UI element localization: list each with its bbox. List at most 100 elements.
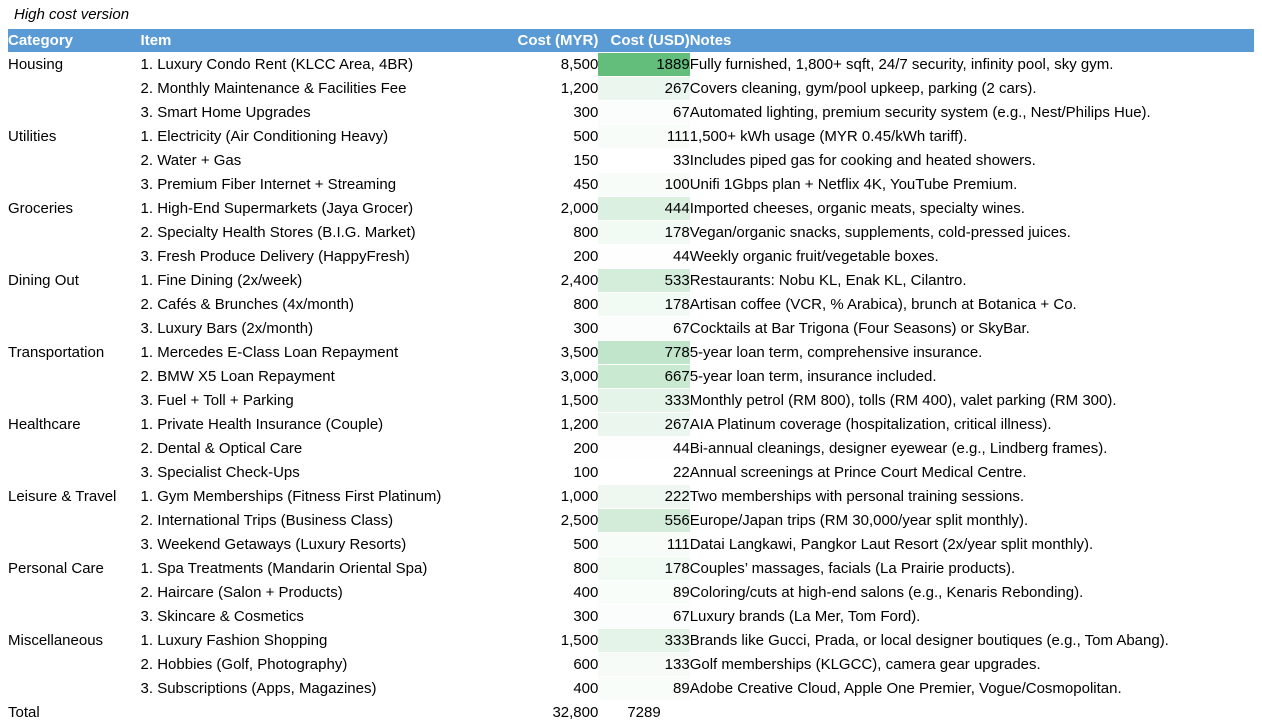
cell-category[interactable]	[8, 532, 141, 557]
sheet-title[interactable]: High cost version	[14, 6, 130, 23]
cell-category[interactable]	[8, 148, 141, 173]
cell-notes[interactable]: Imported cheeses, organic meats, special…	[689, 196, 1254, 221]
cell-cost-myr[interactable]: 1,200	[481, 76, 599, 101]
cell-cost-usd[interactable]: 111	[598, 124, 690, 149]
cell-item[interactable]: 2. Cafés & Brunches (4x/month)	[140, 292, 482, 317]
cell-notes[interactable]: Includes piped gas for cooking and heate…	[689, 148, 1254, 173]
cell-category[interactable]	[8, 676, 141, 701]
header-cost-usd[interactable]: Cost (USD)	[598, 29, 690, 53]
cell-category[interactable]	[8, 76, 141, 101]
cell-cost-usd[interactable]: 67	[598, 604, 690, 629]
cell-cost-myr[interactable]: 8,500	[481, 52, 599, 77]
cell-category[interactable]	[8, 460, 141, 485]
cell-item[interactable]: 3. Premium Fiber Internet + Streaming	[140, 172, 482, 197]
cell-cost-myr[interactable]: 100	[481, 460, 599, 485]
cell-category[interactable]: Dining Out	[8, 268, 141, 293]
cell-cost-usd[interactable]: 778	[598, 340, 690, 365]
cell-item[interactable]: 2. Specialty Health Stores (B.I.G. Marke…	[140, 220, 482, 245]
cell-item[interactable]: 1. Private Health Insurance (Couple)	[140, 412, 482, 437]
cell-cost-usd[interactable]: 67	[598, 100, 690, 125]
cell-item[interactable]: 3. Smart Home Upgrades	[140, 100, 482, 125]
cell-cost-usd[interactable]: 111	[598, 532, 690, 557]
cell-item[interactable]: 3. Weekend Getaways (Luxury Resorts)	[140, 532, 482, 557]
cell-notes[interactable]: Bi-annual cleanings, designer eyewear (e…	[689, 436, 1254, 461]
cell-item[interactable]: 2. Dental & Optical Care	[140, 436, 482, 461]
cell-notes[interactable]: Monthly petrol (RM 800), tolls (RM 400),…	[689, 388, 1254, 413]
header-item[interactable]: Item	[140, 29, 482, 53]
cell-category[interactable]: Personal Care	[8, 556, 141, 581]
total-item-cell[interactable]	[140, 700, 482, 725]
cell-item[interactable]: 1. Fine Dining (2x/week)	[140, 268, 482, 293]
cell-cost-myr[interactable]: 1,200	[481, 412, 599, 437]
cell-cost-usd[interactable]: 444	[598, 196, 690, 221]
cell-cost-myr[interactable]: 500	[481, 124, 599, 149]
cell-category[interactable]: Utilities	[8, 124, 141, 149]
cell-cost-myr[interactable]: 800	[481, 292, 599, 317]
cell-cost-myr[interactable]: 1,500	[481, 388, 599, 413]
cell-category[interactable]: Healthcare	[8, 412, 141, 437]
cell-cost-myr[interactable]: 200	[481, 436, 599, 461]
cell-notes[interactable]: AIA Platinum coverage (hospitalization, …	[689, 412, 1254, 437]
cell-category[interactable]	[8, 508, 141, 533]
cell-item[interactable]: 3. Luxury Bars (2x/month)	[140, 316, 482, 341]
cell-item[interactable]: 3. Subscriptions (Apps, Magazines)	[140, 676, 482, 701]
cell-item[interactable]: 1. Electricity (Air Conditioning Heavy)	[140, 124, 482, 149]
total-notes-cell[interactable]	[689, 700, 1254, 725]
cell-cost-usd[interactable]: 1889	[598, 52, 690, 77]
cell-notes[interactable]: Covers cleaning, gym/pool upkeep, parkin…	[689, 76, 1254, 101]
cell-category[interactable]	[8, 388, 141, 413]
cell-cost-myr[interactable]: 2,000	[481, 196, 599, 221]
cell-category[interactable]	[8, 652, 141, 677]
header-notes[interactable]: Notes	[689, 29, 1254, 53]
cell-cost-myr[interactable]: 400	[481, 676, 599, 701]
cell-cost-usd[interactable]: 333	[598, 628, 690, 653]
cell-category[interactable]: Miscellaneous	[8, 628, 141, 653]
cell-item[interactable]: 2. Haircare (Salon + Products)	[140, 580, 482, 605]
cell-category[interactable]	[8, 604, 141, 629]
total-label[interactable]: Total	[8, 700, 141, 725]
cell-cost-usd[interactable]: 133	[598, 652, 690, 677]
cell-notes[interactable]: Golf memberships (KLGCC), camera gear up…	[689, 652, 1254, 677]
cell-cost-myr[interactable]: 600	[481, 652, 599, 677]
cell-cost-usd[interactable]: 178	[598, 292, 690, 317]
cell-cost-myr[interactable]: 800	[481, 220, 599, 245]
cell-item[interactable]: 1. Gym Memberships (Fitness First Platin…	[140, 484, 482, 509]
cell-cost-usd[interactable]: 333	[598, 388, 690, 413]
cell-notes[interactable]: Adobe Creative Cloud, Apple One Premier,…	[689, 676, 1254, 701]
cell-notes[interactable]: 1,500+ kWh usage (MYR 0.45/kWh tariff).	[689, 124, 1254, 149]
cell-category[interactable]	[8, 244, 141, 269]
cell-notes[interactable]: Unifi 1Gbps plan + Netflix 4K, YouTube P…	[689, 172, 1254, 197]
cell-category[interactable]: Transportation	[8, 340, 141, 365]
cell-item[interactable]: 2. Hobbies (Golf, Photography)	[140, 652, 482, 677]
cell-cost-usd[interactable]: 89	[598, 580, 690, 605]
cell-cost-myr[interactable]: 300	[481, 100, 599, 125]
cell-category[interactable]	[8, 292, 141, 317]
cell-cost-myr[interactable]: 300	[481, 604, 599, 629]
cell-category[interactable]	[8, 436, 141, 461]
cell-cost-usd[interactable]: 556	[598, 508, 690, 533]
cell-cost-usd[interactable]: 44	[598, 436, 690, 461]
cell-cost-myr[interactable]: 3,000	[481, 364, 599, 389]
cell-cost-myr[interactable]: 150	[481, 148, 599, 173]
cell-cost-usd[interactable]: 89	[598, 676, 690, 701]
total-usd-value[interactable]: 7289	[598, 700, 690, 725]
cell-category[interactable]	[8, 580, 141, 605]
cell-cost-usd[interactable]: 44	[598, 244, 690, 269]
cell-category[interactable]	[8, 364, 141, 389]
cell-item[interactable]: 2. Water + Gas	[140, 148, 482, 173]
cell-item[interactable]: 3. Fresh Produce Delivery (HappyFresh)	[140, 244, 482, 269]
cell-cost-myr[interactable]: 1,000	[481, 484, 599, 509]
cell-item[interactable]: 3. Specialist Check-Ups	[140, 460, 482, 485]
cell-notes[interactable]: Automated lighting, premium security sys…	[689, 100, 1254, 125]
cell-category[interactable]	[8, 316, 141, 341]
cell-item[interactable]: 1. Luxury Condo Rent (KLCC Area, 4BR)	[140, 52, 482, 77]
cell-category[interactable]	[8, 220, 141, 245]
cell-notes[interactable]: Restaurants: Nobu KL, Enak KL, Cilantro.	[689, 268, 1254, 293]
cell-cost-usd[interactable]: 667	[598, 364, 690, 389]
cell-item[interactable]: 3. Skincare & Cosmetics	[140, 604, 482, 629]
cell-cost-usd[interactable]: 67	[598, 316, 690, 341]
cell-notes[interactable]: Fully furnished, 1,800+ sqft, 24/7 secur…	[689, 52, 1254, 77]
cell-cost-myr[interactable]: 2,500	[481, 508, 599, 533]
cell-cost-usd[interactable]: 267	[598, 412, 690, 437]
cell-cost-myr[interactable]: 3,500	[481, 340, 599, 365]
